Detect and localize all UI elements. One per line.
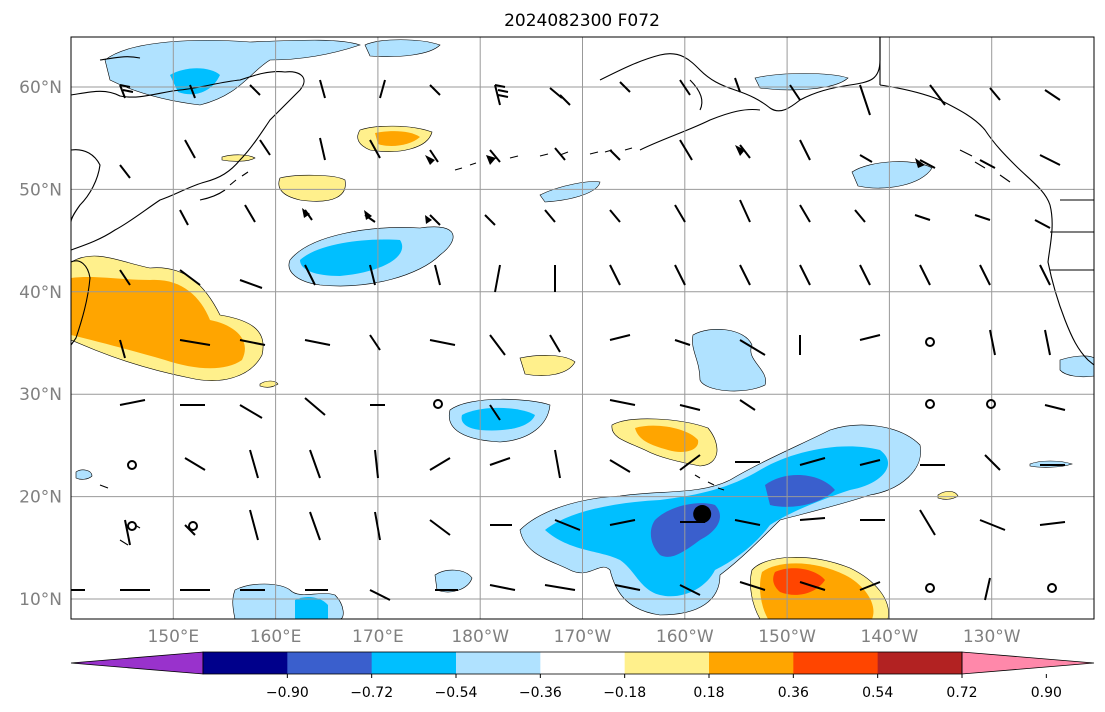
colorbar-tick-label: 0.36	[778, 685, 809, 701]
colorbar-segment	[709, 652, 794, 674]
lat-tick-label: 60°N	[19, 78, 62, 98]
colorbar-tick-label: 0.90	[1031, 685, 1062, 701]
gridlines	[71, 37, 1094, 619]
lat-tick-label: 30°N	[19, 385, 62, 405]
anomaly-patch	[539, 181, 601, 203]
lon-tick-label: 170°E	[352, 627, 404, 647]
lon-tick-label: 170°W	[554, 627, 612, 647]
lon-tick-label: 150°E	[147, 627, 199, 647]
lon-tick-label: 130°W	[963, 627, 1021, 647]
colorbar-segment	[456, 652, 541, 674]
lon-tick-label: 160°W	[656, 627, 714, 647]
lat-tick-label: 20°N	[19, 488, 62, 508]
anomaly-patch	[71, 277, 245, 369]
latitude-labels: 60°N 50°N 40°N 30°N 20°N 10°N	[19, 78, 62, 610]
anomaly-patch	[300, 239, 403, 276]
location-marker	[693, 505, 712, 524]
colorbar-extend-high	[961, 651, 1095, 675]
anomaly-patch	[765, 474, 835, 507]
anomaly-patch	[221, 154, 256, 162]
colorbar-segment	[877, 652, 963, 674]
lat-tick-label: 50°N	[19, 180, 62, 200]
anomaly-patch	[295, 597, 328, 619]
lon-tick-label: 180°W	[451, 627, 509, 647]
anomaly-patch	[75, 469, 93, 480]
colorbar-tick-label: 0.18	[693, 685, 724, 701]
lon-tick-label: 160°E	[250, 627, 302, 647]
map-panel	[70, 36, 1095, 620]
anomaly-patch	[754, 73, 849, 91]
longitude-labels: 150°E 160°E 170°E 180°W 170°W 160°W 150°W 140°W…	[147, 627, 1020, 647]
anomaly-patch	[364, 39, 441, 57]
anomaly-patch	[104, 39, 361, 106]
anomaly-patch	[1059, 355, 1095, 378]
colorbar-tick-label: −0.90	[266, 685, 309, 701]
colorbar: −0.90 −0.72 −0.54 −0.36 −0.18 0.18 0.36 0.54 0.7…	[70, 651, 1095, 701]
map-frame	[70, 36, 1095, 620]
colorbar-tick-label: 0.72	[946, 685, 977, 701]
colorbar-tick-label: −0.54	[435, 685, 478, 701]
colorbar-segment	[793, 652, 879, 674]
lat-tick-label: 40°N	[19, 283, 62, 303]
wind-pennants	[302, 145, 925, 224]
anomaly-patch	[375, 131, 420, 146]
colorbar-extend-low	[70, 651, 204, 675]
figure-title: 2024082300 F072	[504, 11, 660, 31]
colorbar-segment	[540, 652, 626, 674]
anomaly-patch	[170, 68, 220, 95]
colorbar-segment	[203, 652, 288, 674]
wind-barbs	[71, 77, 1066, 601]
colorbar-segment	[624, 652, 710, 674]
lat-tick-label: 10°N	[19, 590, 62, 610]
anomaly-patch	[851, 161, 933, 189]
anomaly-patch	[773, 568, 825, 595]
calm-wind-circles	[127, 337, 1057, 593]
anomaly-patch	[259, 380, 279, 388]
colorbar-segment	[371, 652, 457, 674]
anomaly-patch	[278, 174, 346, 202]
anomaly-patch	[519, 355, 576, 376]
lon-tick-label: 140°W	[861, 627, 919, 647]
anomaly-patch	[434, 569, 473, 593]
colorbar-tick-label: −0.72	[350, 685, 393, 701]
colorbar-outline	[202, 651, 963, 675]
colorbar-tick-label: 0.54	[862, 685, 893, 701]
anomaly-patch	[635, 425, 699, 452]
lon-tick-label: 150°W	[758, 627, 816, 647]
anomaly-shading	[70, 39, 1095, 620]
colorbar-tick-label: −0.36	[519, 685, 562, 701]
colorbar-tick-label: −0.18	[603, 685, 646, 701]
anomaly-patch	[937, 491, 959, 500]
colorbar-segment	[287, 652, 373, 674]
